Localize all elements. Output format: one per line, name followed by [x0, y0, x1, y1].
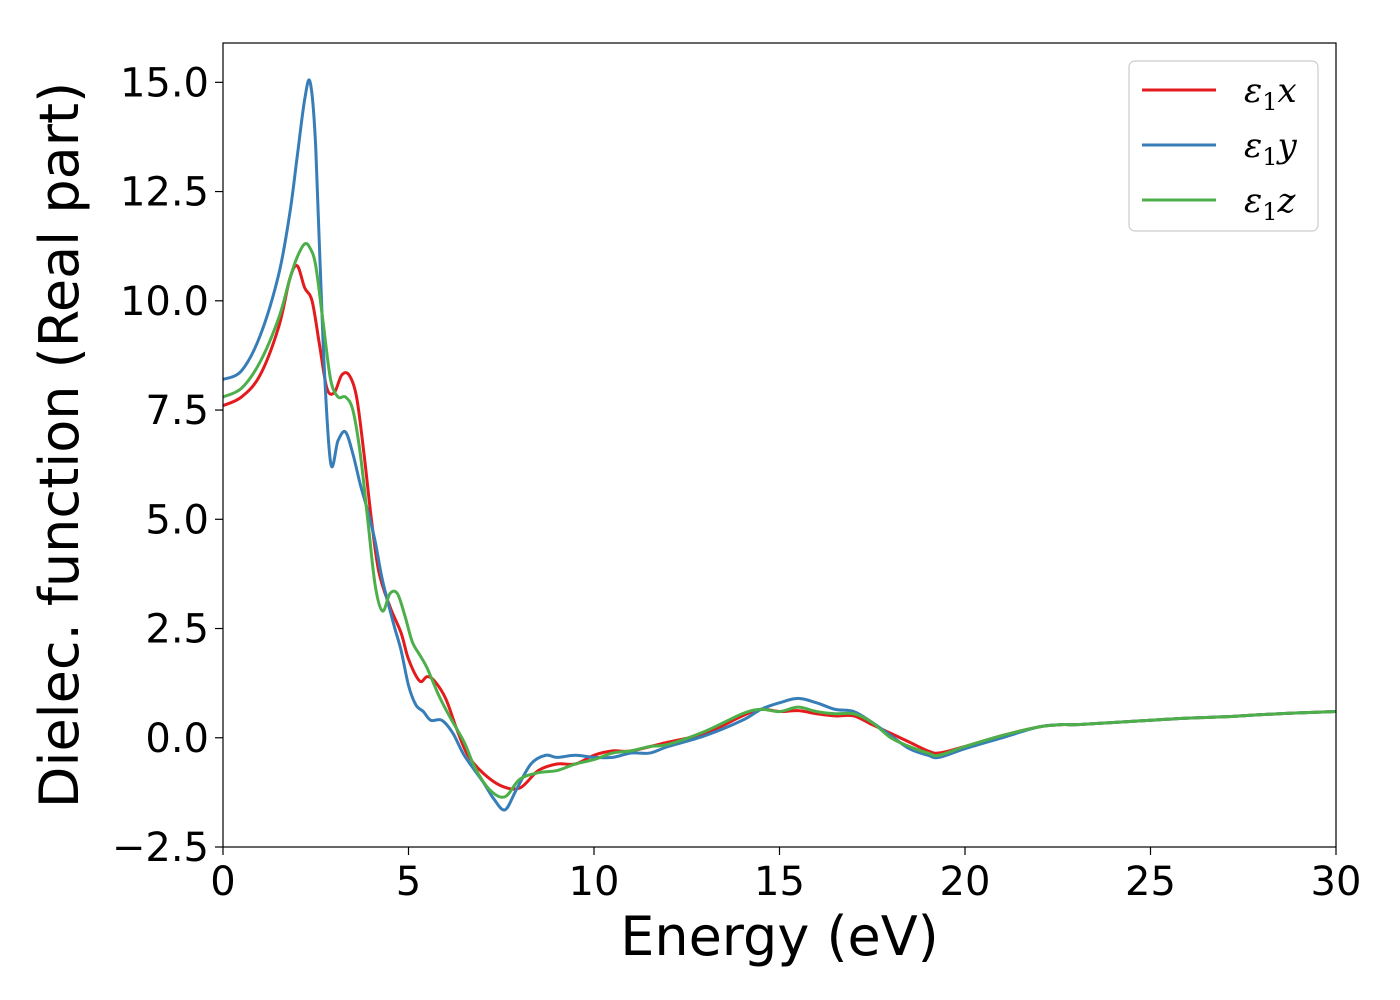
legend-epsilon: ε: [1244, 71, 1262, 111]
y-tick-label: 12.5: [120, 170, 209, 216]
legend-component: z: [1277, 181, 1297, 221]
legend-label-x: ε1x: [1244, 71, 1297, 116]
x-tick-label: 30: [1311, 859, 1362, 905]
legend-box: [1128, 60, 1319, 232]
series-line-z: [223, 242, 1336, 799]
x-tick-label: 15: [754, 859, 805, 905]
x-tick-label: 0: [210, 859, 235, 905]
y-tick-label: −2.5: [112, 825, 209, 871]
series-layer: [223, 78, 1336, 812]
legend-subscript: 1: [1262, 198, 1277, 226]
legend-component: x: [1278, 71, 1297, 111]
y-tick-label: 15.0: [120, 60, 209, 106]
x-axis-label: Energy (eV): [620, 905, 939, 968]
series-line-y: [223, 78, 1336, 812]
y-tick-label: 7.5: [145, 388, 209, 434]
x-tick-label: 25: [1125, 859, 1176, 905]
y-tick-label: 10.0: [120, 279, 209, 325]
y-axis-ticks: −2.5 0.0 2.5 5.0 7.5 10.0 12.5 15.0: [112, 60, 223, 871]
x-tick-label: 10: [569, 859, 620, 905]
x-tick-label: 5: [396, 859, 421, 905]
legend-label-z: ε1z: [1244, 181, 1297, 226]
legend-epsilon: ε: [1244, 181, 1262, 221]
legend-label-y: ε1y: [1244, 126, 1298, 171]
y-axis-label: Dielec. function (Real part): [28, 82, 91, 808]
legend-epsilon: ε: [1244, 126, 1262, 166]
x-axis-ticks: 0 5 10 15 20 25 30: [210, 847, 1361, 905]
x-tick-label: 20: [940, 859, 991, 905]
y-tick-label: 0.0: [145, 716, 209, 762]
y-tick-label: 2.5: [145, 607, 209, 653]
legend-component: y: [1276, 126, 1298, 166]
legend-subscript: 1: [1262, 88, 1277, 116]
plot-area-frame: [222, 42, 1337, 848]
legend-subscript: 1: [1262, 143, 1277, 171]
y-tick-label: 5.0: [145, 497, 209, 543]
